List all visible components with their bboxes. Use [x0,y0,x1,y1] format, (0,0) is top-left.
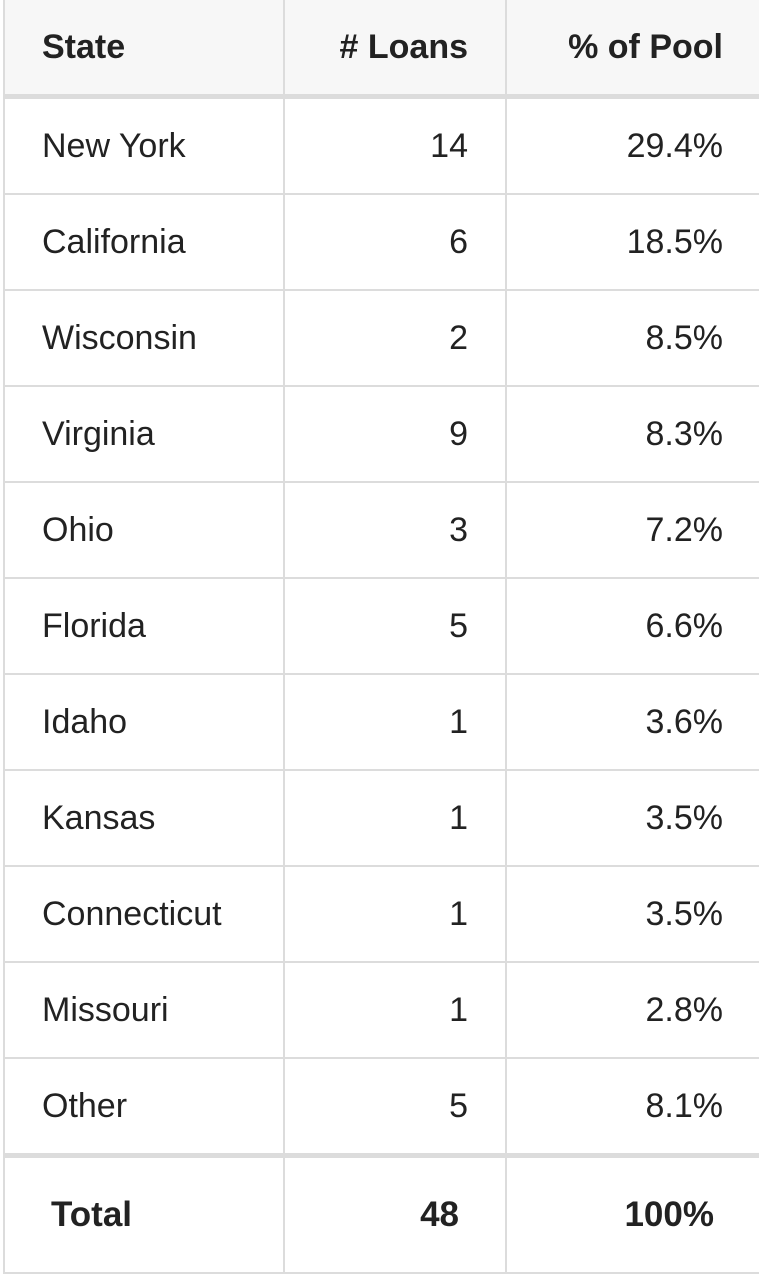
table-cell: 8.5% [505,289,759,387]
table-cell: 2.8% [505,961,759,1059]
table-row: Other 5 8.1% [3,1057,759,1157]
table-cell: 3 [283,481,507,579]
table-cell: Virginia [3,385,285,483]
total-row: Total 48 100% [3,1154,759,1274]
table-cell: Ohio [3,481,285,579]
table-row: New York 14 29.4% [3,95,759,195]
table-cell: 1 [283,769,507,867]
table-row: Missouri 1 2.8% [3,961,759,1059]
table-row: Ohio 3 7.2% [3,481,759,579]
table-cell: 8.1% [505,1057,759,1157]
table-cell: 6.6% [505,577,759,675]
table-cell: 3.5% [505,769,759,867]
table-cell: 8.3% [505,385,759,483]
table-cell: 5 [283,577,507,675]
table-cell: 2 [283,289,507,387]
table-row: Kansas 1 3.5% [3,769,759,867]
total-cell: 100% [505,1154,759,1274]
header-cell: % of Pool [505,0,759,98]
table-cell: Kansas [3,769,285,867]
table-cell: 6 [283,193,507,291]
table-cell: Other [3,1057,285,1157]
table-cell: 5 [283,1057,507,1157]
header-cell: # Loans [283,0,507,98]
table-cell: 3.6% [505,673,759,771]
table-row: California 6 18.5% [3,193,759,291]
table-cell: Florida [3,577,285,675]
table-row: Wisconsin 2 8.5% [3,289,759,387]
loan-table: State # Loans% of Pool New York 14 29.4% Cal… [3,0,759,1274]
total-cell: Total [3,1154,285,1274]
table-cell: 3.5% [505,865,759,963]
table-cell: 7.2% [505,481,759,579]
table-header: State # Loans% of Pool [3,0,759,98]
table-cell: Connecticut [3,865,285,963]
table-row: Virginia 9 8.3% [3,385,759,483]
table-row: Florida 5 6.6% [3,577,759,675]
table-cell: 14 [283,95,507,195]
table-cell: 1 [283,865,507,963]
total-cell: 48 [283,1154,507,1274]
table-cell: New York [3,95,285,195]
table-cell: 18.5% [505,193,759,291]
table-cell: 9 [283,385,507,483]
table-cell: 1 [283,673,507,771]
table-body: New York 14 29.4% California 6 18.5% Wisconsin… [3,95,759,1157]
table-row: Idaho 1 3.6% [3,673,759,771]
header-row: State # Loans% of Pool [3,0,759,98]
table-cell: Idaho [3,673,285,771]
header-cell: State [3,0,285,98]
table-cell: 29.4% [505,95,759,195]
table-cell: 1 [283,961,507,1059]
table-cell: Missouri [3,961,285,1059]
table-footer: Total 48 100% [3,1154,759,1274]
table-row: Connecticut 1 3.5% [3,865,759,963]
table-cell: California [3,193,285,291]
table-cell: Wisconsin [3,289,285,387]
